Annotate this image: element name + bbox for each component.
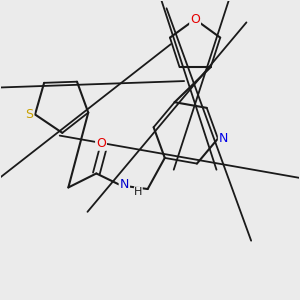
- Text: O: O: [190, 13, 200, 26]
- Text: S: S: [26, 108, 33, 121]
- Text: N: N: [120, 178, 129, 191]
- Text: H: H: [134, 187, 142, 196]
- Text: O: O: [96, 137, 106, 150]
- Text: N: N: [219, 132, 228, 145]
